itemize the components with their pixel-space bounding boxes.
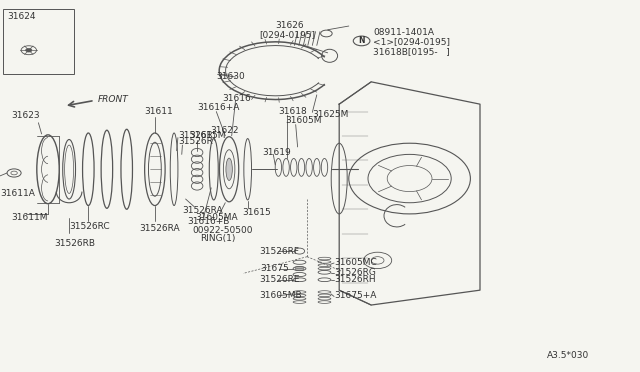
Text: 31675+A: 31675+A xyxy=(334,291,376,300)
Text: 31526RA: 31526RA xyxy=(182,206,223,215)
Text: RING(1): RING(1) xyxy=(200,234,236,243)
Text: 31618B[0195-   ]: 31618B[0195- ] xyxy=(373,47,450,56)
Text: 31615M: 31615M xyxy=(189,131,225,140)
Text: 31616+A: 31616+A xyxy=(197,103,239,112)
Text: N: N xyxy=(358,36,365,45)
Text: 31526RG: 31526RG xyxy=(334,268,376,277)
Text: 31624: 31624 xyxy=(8,12,36,21)
Text: 31526RC: 31526RC xyxy=(69,222,109,231)
Text: 31625M: 31625M xyxy=(312,110,349,119)
Text: <1>[0294-0195]: <1>[0294-0195] xyxy=(373,38,450,46)
Text: 31611: 31611 xyxy=(144,107,173,116)
Text: 31611M: 31611M xyxy=(12,213,48,222)
Text: 31622: 31622 xyxy=(210,126,239,135)
Text: 00922-50500: 00922-50500 xyxy=(192,226,253,235)
Text: 31526RB: 31526RB xyxy=(54,239,95,248)
Text: 08911-1401A: 08911-1401A xyxy=(373,28,434,37)
Text: 31615: 31615 xyxy=(242,208,271,217)
Circle shape xyxy=(26,48,32,52)
Text: 31605MA: 31605MA xyxy=(195,213,238,222)
Text: 31526RF: 31526RF xyxy=(259,247,300,256)
Text: 31526RE: 31526RE xyxy=(259,275,300,284)
Ellipse shape xyxy=(226,158,232,180)
Text: 31675: 31675 xyxy=(260,264,289,273)
Text: 31618: 31618 xyxy=(278,107,307,116)
Text: 31626: 31626 xyxy=(275,21,304,30)
Text: 31526RA: 31526RA xyxy=(140,224,180,232)
Text: 31526R: 31526R xyxy=(178,137,212,146)
Text: 31605M: 31605M xyxy=(285,116,321,125)
Bar xyxy=(3,9,74,74)
Text: 31616+B: 31616+B xyxy=(188,217,230,226)
Text: A3.5*030: A3.5*030 xyxy=(547,351,589,360)
Text: 31623: 31623 xyxy=(12,111,40,120)
Text: 31605MB: 31605MB xyxy=(259,291,302,300)
Text: 31605MC: 31605MC xyxy=(334,258,377,267)
Text: 31619: 31619 xyxy=(262,148,291,157)
Text: 31526RH: 31526RH xyxy=(334,275,376,284)
Text: 31611A: 31611A xyxy=(0,189,35,198)
Text: 31616: 31616 xyxy=(223,94,252,103)
Text: 31630: 31630 xyxy=(216,72,245,81)
Text: [0294-0195]: [0294-0195] xyxy=(259,31,316,39)
Text: FRONT: FRONT xyxy=(97,95,128,104)
Text: 31526R: 31526R xyxy=(178,131,212,140)
